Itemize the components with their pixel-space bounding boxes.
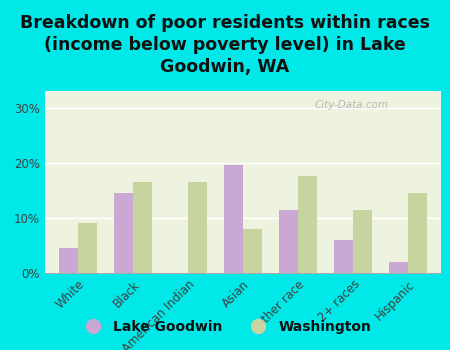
- Bar: [59, 248, 78, 273]
- Bar: [353, 210, 372, 273]
- Bar: [243, 229, 262, 273]
- Bar: [279, 210, 298, 273]
- Text: Breakdown of poor residents within races
(income below poverty level) in Lake
Go: Breakdown of poor residents within races…: [20, 14, 430, 76]
- Bar: [188, 182, 207, 273]
- Text: City-Data.com: City-Data.com: [314, 100, 388, 110]
- Bar: [298, 176, 317, 273]
- Legend: Lake Goodwin, Washington: Lake Goodwin, Washington: [73, 314, 377, 340]
- Bar: [408, 193, 427, 273]
- Bar: [334, 240, 353, 273]
- Bar: [389, 262, 408, 273]
- Bar: [114, 193, 133, 273]
- Bar: [133, 182, 152, 273]
- Bar: [224, 166, 243, 273]
- Bar: [78, 223, 97, 273]
